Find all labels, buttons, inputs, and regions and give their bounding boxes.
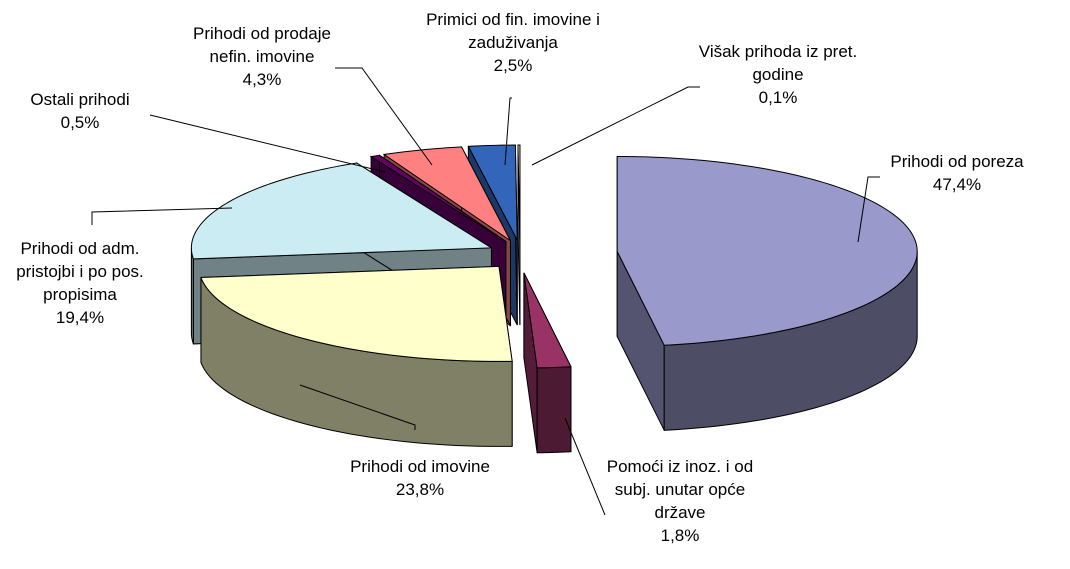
- slice: [200, 265, 513, 362]
- category-name: Primici od fin. imovine i zaduživanja: [426, 10, 600, 52]
- category-name: Pomoći iz inoz. i od subj. unutar opće d…: [606, 457, 754, 522]
- value-label: 19,4%: [55, 308, 105, 327]
- value-label: 1,8%: [660, 526, 700, 545]
- slice-side: [536, 366, 572, 454]
- category-name: Prihodi od prodaje nefin. imovine: [193, 24, 331, 66]
- slice: [616, 155, 918, 431]
- value-label: 4,3%: [242, 70, 282, 89]
- leader-line: [857, 176, 880, 243]
- slice-label: Ostali prihodi 0,5%: [10, 88, 150, 134]
- slice: [616, 155, 918, 346]
- leader-line: [149, 114, 386, 173]
- slice-label: Prihodi od poreza 47,4%: [872, 150, 1042, 196]
- value-label: 23,8%: [395, 480, 445, 499]
- leader-line: [564, 417, 606, 516]
- leader-line: [335, 67, 433, 166]
- slice-label: Prihodi od adm. pristojbi i po pos. prop…: [0, 237, 160, 329]
- slice-label: Primici od fin. imovine i zaduživanja 2,5…: [398, 8, 628, 77]
- slice: [369, 154, 507, 242]
- value-label: 47,4%: [932, 175, 982, 194]
- slice: [190, 162, 494, 260]
- slice: [200, 265, 513, 447]
- leader-line: [504, 97, 512, 166]
- category-name: Prihodi od poreza: [890, 152, 1024, 171]
- value-label: 0,5%: [60, 113, 100, 132]
- slice: [523, 272, 572, 369]
- leader-line: [91, 207, 233, 225]
- category-name: Ostali prihodi: [30, 90, 130, 109]
- slice: [382, 146, 511, 242]
- value-label: 0,1%: [758, 88, 798, 107]
- slice: [517, 144, 521, 326]
- category-name: Prihodi od imovine: [350, 457, 490, 476]
- slice-label: Prihodi od prodaje nefin. imovine 4,3%: [172, 22, 352, 91]
- slice-label: Pomoći iz inoz. i od subj. unutar opće d…: [590, 455, 770, 547]
- leader-line: [299, 384, 416, 430]
- category-name: Prihodi od adm. pristojbi i po pos. prop…: [16, 239, 144, 304]
- slice-side: [190, 247, 194, 345]
- slice-label: Višak prihoda iz pret. godine 0,1%: [698, 40, 858, 109]
- slice-label: Prihodi od imovine 23,8%: [320, 455, 520, 501]
- leader-line: [531, 86, 700, 166]
- slice: [467, 144, 518, 241]
- category-name: Višak prihoda iz pret. godine: [698, 42, 858, 84]
- slice: [523, 272, 572, 454]
- value-label: 2,5%: [493, 56, 533, 75]
- slice: [517, 144, 521, 241]
